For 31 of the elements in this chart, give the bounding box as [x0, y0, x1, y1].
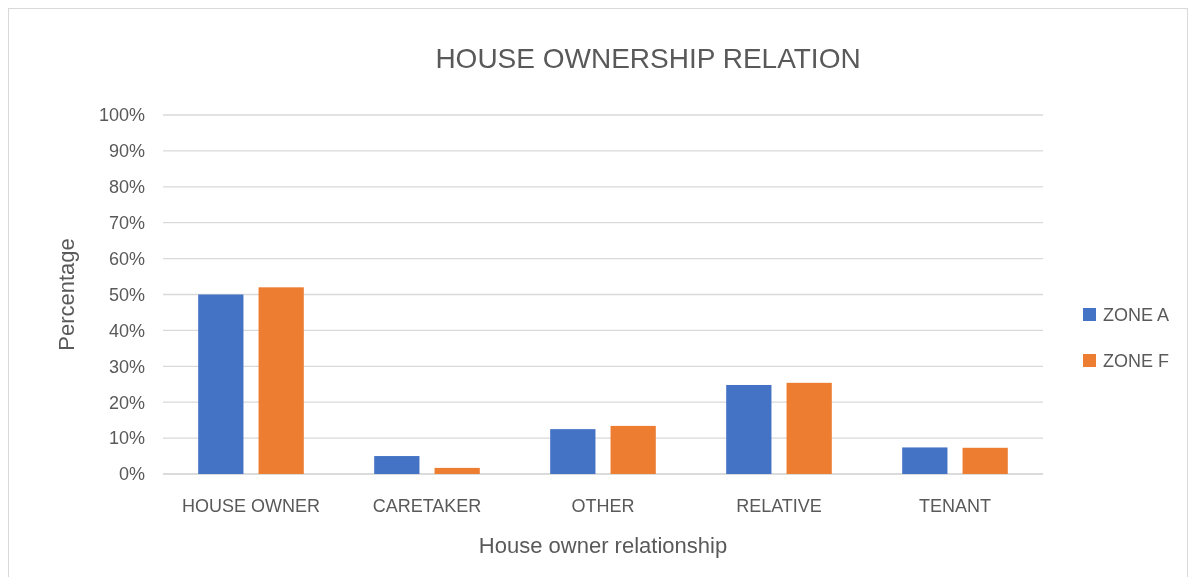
- y-tick-label: 10%: [108, 428, 145, 449]
- y-tick-label: 70%: [108, 213, 145, 233]
- y-tick-label: 20%: [108, 392, 145, 413]
- bar: [902, 447, 948, 474]
- legend-label: ZONE F: [1103, 351, 1169, 372]
- x-tick-label: CARETAKER: [372, 496, 482, 516]
- bar: [610, 425, 656, 474]
- bar: [198, 294, 244, 474]
- y-tick-label: 100%: [98, 105, 145, 126]
- y-tick-label: 50%: [108, 284, 145, 305]
- legend-label: ZONE A: [1103, 305, 1170, 326]
- x-tick-label: RELATIVE: [736, 496, 822, 516]
- bar: [550, 429, 596, 474]
- x-tick-label: OTHER: [571, 496, 635, 516]
- x-tick-label: HOUSE OWNER: [181, 496, 321, 516]
- chart-title: HOUSE OWNERSHIP RELATION: [435, 43, 861, 74]
- y-tick-label: 40%: [108, 320, 145, 341]
- y-tick-label: 80%: [108, 177, 145, 198]
- y-axis-title: Percentage: [54, 238, 79, 351]
- bar: [726, 384, 772, 474]
- x-tick-label: TENANT: [919, 496, 991, 516]
- bar: [434, 467, 480, 474]
- x-axis-title: House owner relationship: [478, 533, 728, 558]
- y-tick-label: 60%: [108, 248, 145, 269]
- bar: [258, 287, 304, 474]
- bar: [374, 456, 420, 474]
- y-tick-label: 30%: [108, 356, 145, 377]
- y-tick-label: 90%: [108, 141, 145, 162]
- bar: [962, 447, 1008, 474]
- bar: [786, 382, 832, 474]
- y-tick-label: 0%: [118, 464, 145, 485]
